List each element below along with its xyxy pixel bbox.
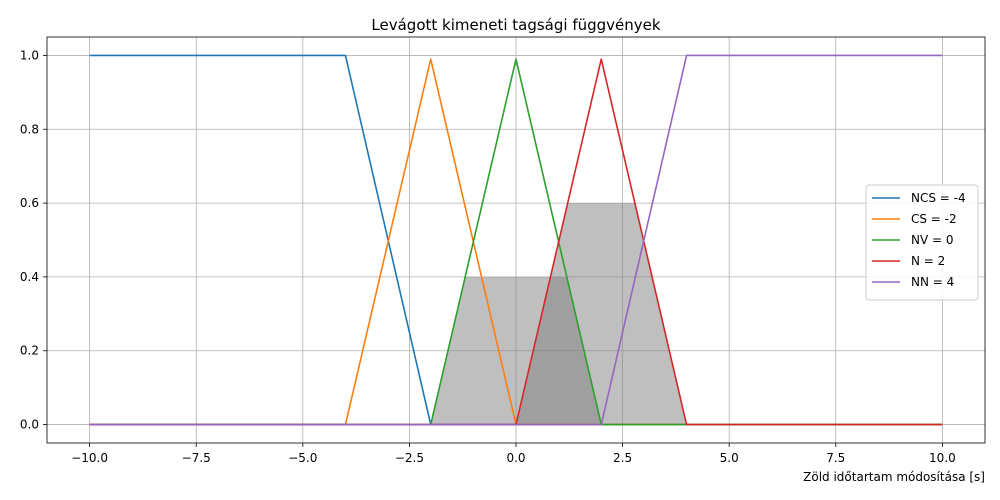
x-tick-label: 2.5 [613,451,632,465]
x-axis-ticks: −10.0 −7.5 −5.0 −2.5 0.0 2.5 5.0 7.5 10.0 [71,443,956,465]
y-tick-label: 0.6 [20,196,39,210]
y-tick-label: 1.0 [20,48,39,62]
x-tick-label: −10.0 [71,451,108,465]
filled-areas [430,203,687,425]
x-tick-label: −7.5 [182,451,211,465]
chart-title: Levágott kimeneti tagsági függvények [371,16,660,34]
y-tick-label: 0.2 [20,344,39,358]
x-tick-label: 5.0 [720,451,739,465]
x-tick-label: 7.5 [826,451,845,465]
legend-label: N = 2 [911,254,945,268]
legend-label: NN = 4 [911,275,954,289]
legend-label: NCS = -4 [911,191,966,205]
y-tick-label: 0.0 [20,418,39,432]
x-tick-label: 10.0 [929,451,956,465]
series-lines [89,54,943,426]
y-tick-label: 0.8 [20,122,39,136]
y-tick-label: 0.4 [20,270,39,284]
legend-box [865,184,979,301]
legend-label: NV = 0 [911,233,954,247]
y-axis-ticks: 0.0 0.2 0.4 0.6 0.8 1.0 [20,48,47,432]
series-line [89,54,943,426]
x-tick-label: 0.0 [506,451,525,465]
legend: NCS = -4 CS = -2 NV = 0 N = 2 NN = 4 [865,184,979,301]
x-tick-label: −2.5 [395,451,424,465]
filled-area [516,203,687,425]
x-axis-label: Zöld időtartam módosítása [s] [803,470,985,484]
x-tick-label: −5.0 [288,451,317,465]
legend-label: CS = -2 [911,212,957,226]
